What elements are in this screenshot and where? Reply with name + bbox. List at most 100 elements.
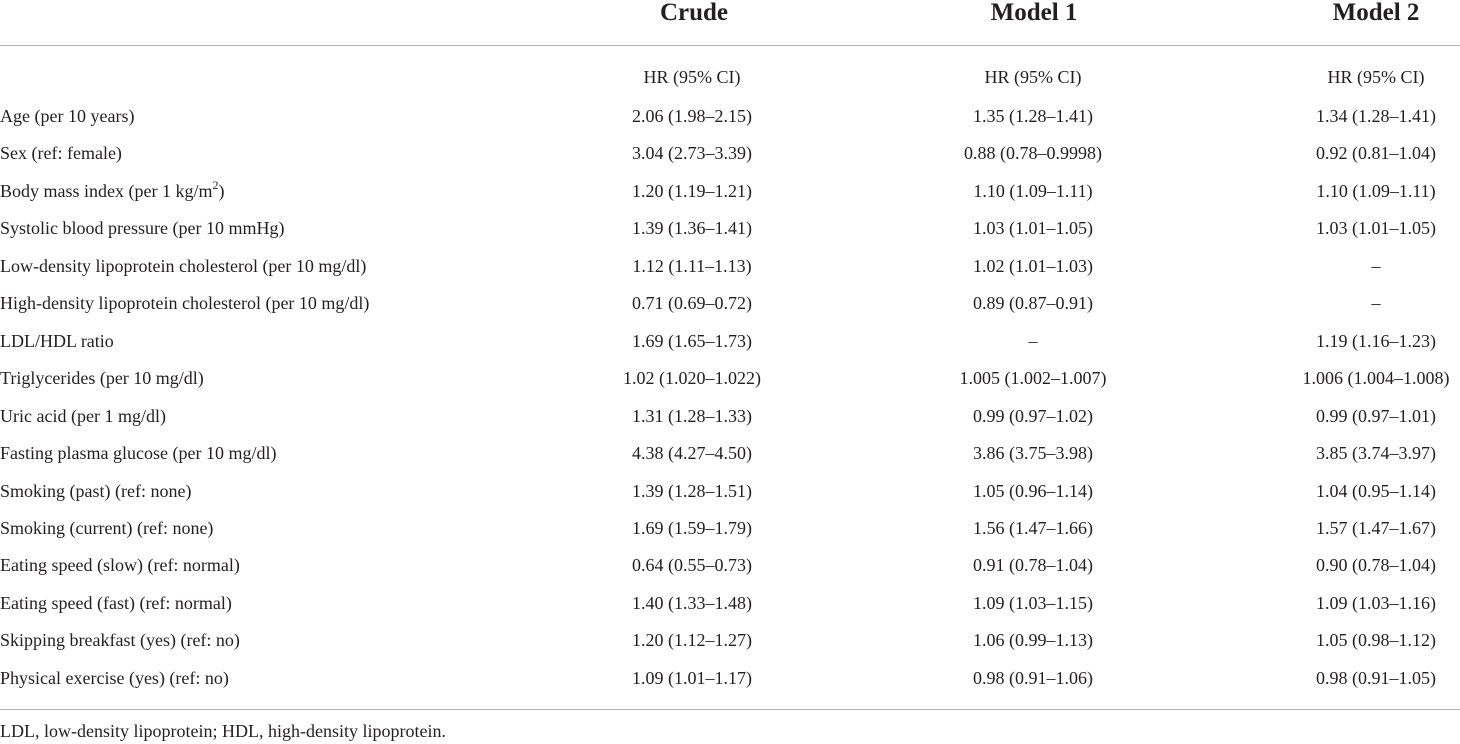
cell-model-2: –	[1371, 293, 1381, 314]
table-row: Age (per 10 years) 2.06 (1.98–2.15) 1.35 (…	[0, 105, 1460, 142]
column-header-model-1: Model 1	[990, 0, 1078, 26]
subheader-model-2: HR (95% CI)	[1327, 67, 1425, 87]
cell-model-1: 0.89 (0.87–0.91)	[973, 293, 1093, 314]
table-row: Physical exercise (yes) (ref: no) 1.09 (1…	[0, 667, 1460, 704]
row-label-text: Fasting plasma glucose (per 10 mg/dl)	[0, 443, 277, 464]
row-label-superscript: 2	[212, 177, 219, 192]
cell-model-1: 1.03 (1.01–1.05)	[973, 218, 1093, 239]
cell-crude: 1.69 (1.59–1.79)	[632, 517, 752, 538]
row-label: Skipping breakfast (yes) (ref: no)	[0, 629, 240, 651]
footer-rule	[0, 709, 1460, 710]
cell-model-1: 1.05 (0.96–1.14)	[973, 480, 1093, 501]
cell-model-2: 0.92 (0.81–1.04)	[1316, 143, 1436, 164]
table-row: Skipping breakfast (yes) (ref: no) 1.20 (…	[0, 629, 1460, 666]
row-label-text: Low-density lipoprotein cholesterol (per…	[0, 255, 367, 276]
row-label: Fasting plasma glucose (per 10 mg/dl)	[0, 442, 276, 464]
cell-model-2: –	[1371, 255, 1381, 276]
cell-crude: 1.39 (1.36–1.41)	[632, 218, 752, 239]
row-label: Sex (ref: female)	[0, 142, 122, 164]
row-label: Physical exercise (yes) (ref: no)	[0, 667, 229, 689]
cell-crude: 1.40 (1.33–1.48)	[632, 592, 752, 613]
row-label-text: Systolic blood pressure (per 10 mmHg)	[0, 218, 285, 239]
cell-model-2: 1.34 (1.28–1.41)	[1316, 106, 1436, 126]
cell-crude: 1.20 (1.12–1.27)	[632, 630, 752, 651]
column-header-crude: Crude	[659, 0, 729, 26]
cell-model-1: 0.98 (0.91–1.06)	[973, 667, 1093, 688]
cell-model-1: 1.09 (1.03–1.15)	[973, 592, 1093, 613]
cell-model-2: 1.09 (1.03–1.16)	[1316, 592, 1436, 613]
cell-crude: 1.20 (1.19–1.21)	[632, 180, 752, 201]
row-label: Eating speed (fast) (ref: normal)	[0, 592, 232, 614]
row-label: Systolic blood pressure (per 10 mmHg)	[0, 217, 284, 239]
row-label-text: Uric acid (per 1 mg/dl)	[0, 405, 166, 426]
cell-crude: 1.09 (1.01–1.17)	[632, 667, 752, 688]
cell-crude: 1.12 (1.11–1.13)	[632, 255, 752, 276]
row-label-text: Sex (ref: female)	[0, 143, 122, 164]
row-label-text: LDL/HDL ratio	[0, 330, 114, 351]
row-label: Smoking (past) (ref: none)	[0, 480, 191, 502]
cell-model-1: 1.10 (1.09–1.11)	[973, 180, 1093, 201]
cell-model-2: 1.04 (0.95–1.14)	[1316, 480, 1436, 501]
cell-model-2: 0.90 (0.78–1.04)	[1316, 555, 1436, 576]
cell-model-1: 1.02 (1.01–1.03)	[973, 255, 1093, 276]
cell-model-1: 0.99 (0.97–1.02)	[973, 405, 1093, 426]
cell-model-1: 1.35 (1.28–1.41)	[973, 106, 1093, 126]
table-row: Eating speed (fast) (ref: normal) 1.40 (1…	[0, 592, 1460, 629]
row-label-text: Smoking (past) (ref: none)	[0, 480, 192, 501]
row-label-text: Physical exercise (yes) (ref: no)	[0, 667, 229, 688]
cell-model-1: 0.88 (0.78–0.9998)	[964, 143, 1102, 164]
cell-model-2: 1.006 (1.004–1.008)	[1302, 368, 1450, 389]
row-label-suffix: )	[218, 180, 225, 201]
row-label: Low-density lipoprotein cholesterol (per…	[0, 255, 366, 277]
cell-crude: 0.71 (0.69–0.72)	[632, 293, 752, 314]
subheader-row: HR (95% CI) HR (95% CI) HR (95% CI)	[0, 66, 1460, 103]
row-label: Uric acid (per 1 mg/dl)	[0, 405, 166, 427]
row-label-text: Skipping breakfast (yes) (ref: no)	[0, 630, 240, 651]
row-label-text: Eating speed (fast) (ref: normal)	[0, 592, 232, 613]
cell-model-2: 1.03 (1.01–1.05)	[1316, 218, 1436, 239]
cell-model-1: 1.06 (0.99–1.13)	[973, 630, 1093, 651]
row-label-text: Triglycerides (per 10 mg/dl)	[0, 368, 204, 389]
cell-model-2: 1.19 (1.16–1.23)	[1316, 330, 1436, 351]
table-row: Low-density lipoprotein cholesterol (per…	[0, 255, 1460, 292]
cell-crude: 1.39 (1.28–1.51)	[632, 480, 752, 501]
cell-model-2: 0.98 (0.91–1.05)	[1316, 667, 1436, 688]
cell-crude: 4.38 (4.27–4.50)	[632, 443, 752, 464]
cell-crude: 3.04 (2.73–3.39)	[632, 143, 752, 164]
table-row: High-density lipoprotein cholesterol (pe…	[0, 292, 1460, 329]
table-row: Smoking (past) (ref: none) 1.39 (1.28–1.5…	[0, 480, 1460, 517]
cell-crude: 2.06 (1.98–2.15)	[632, 106, 752, 126]
row-label-text: High-density lipoprotein cholesterol (pe…	[0, 293, 370, 314]
column-header-model-2: Model 2	[1332, 0, 1420, 26]
table-row: Body mass index (per 1 kg/m2) 1.20 (1.19–…	[0, 177, 1460, 217]
row-label: Eating speed (slow) (ref: normal)	[0, 554, 240, 576]
cell-model-1: 3.86 (3.75–3.98)	[973, 443, 1093, 464]
subheader-model-1: HR (95% CI)	[984, 67, 1082, 87]
table-row: Smoking (current) (ref: none) 1.69 (1.59–…	[0, 517, 1460, 554]
cell-crude: 1.31 (1.28–1.33)	[632, 405, 752, 426]
row-label-text: Age (per 10 years)	[0, 106, 135, 126]
table-row: Sex (ref: female) 3.04 (2.73–3.39) 0.88 (0…	[0, 142, 1460, 179]
cell-crude: 1.02 (1.020–1.022)	[623, 368, 761, 389]
table-row: Eating speed (slow) (ref: normal) 0.64 (0…	[0, 554, 1460, 591]
cell-model-2: 1.10 (1.09–1.11)	[1316, 180, 1436, 201]
row-label-text: Smoking (current) (ref: none)	[0, 517, 214, 538]
row-label: High-density lipoprotein cholesterol (pe…	[0, 292, 369, 314]
cell-model-1: 1.005 (1.002–1.007)	[959, 368, 1107, 389]
table-header-row: Crude Model 1 Model 2	[0, 0, 1460, 30]
cell-crude: 0.64 (0.55–0.73)	[632, 555, 752, 576]
row-label: LDL/HDL ratio	[0, 330, 114, 352]
subheader-crude: HR (95% CI)	[643, 67, 741, 87]
table-footnote: LDL, low-density lipoprotein; HDL, high-…	[0, 721, 446, 741]
row-label: Body mass index (per 1 kg/m2)	[0, 177, 225, 202]
cell-model-1: 0.91 (0.78–1.04)	[973, 555, 1093, 576]
table-row: Triglycerides (per 10 mg/dl) 1.02 (1.020–…	[0, 367, 1460, 404]
row-label: Age (per 10 years)	[0, 105, 134, 127]
table-row: Systolic blood pressure (per 10 mmHg) 1.3…	[0, 217, 1460, 254]
row-label: Triglycerides (per 10 mg/dl)	[0, 367, 204, 389]
row-label-text: Eating speed (slow) (ref: normal)	[0, 555, 240, 576]
cell-model-1: –	[1028, 330, 1038, 351]
row-label: Smoking (current) (ref: none)	[0, 517, 213, 539]
table-row: Uric acid (per 1 mg/dl) 1.31 (1.28–1.33) 0…	[0, 405, 1460, 442]
cell-model-2: 1.57 (1.47–1.67)	[1316, 517, 1436, 538]
